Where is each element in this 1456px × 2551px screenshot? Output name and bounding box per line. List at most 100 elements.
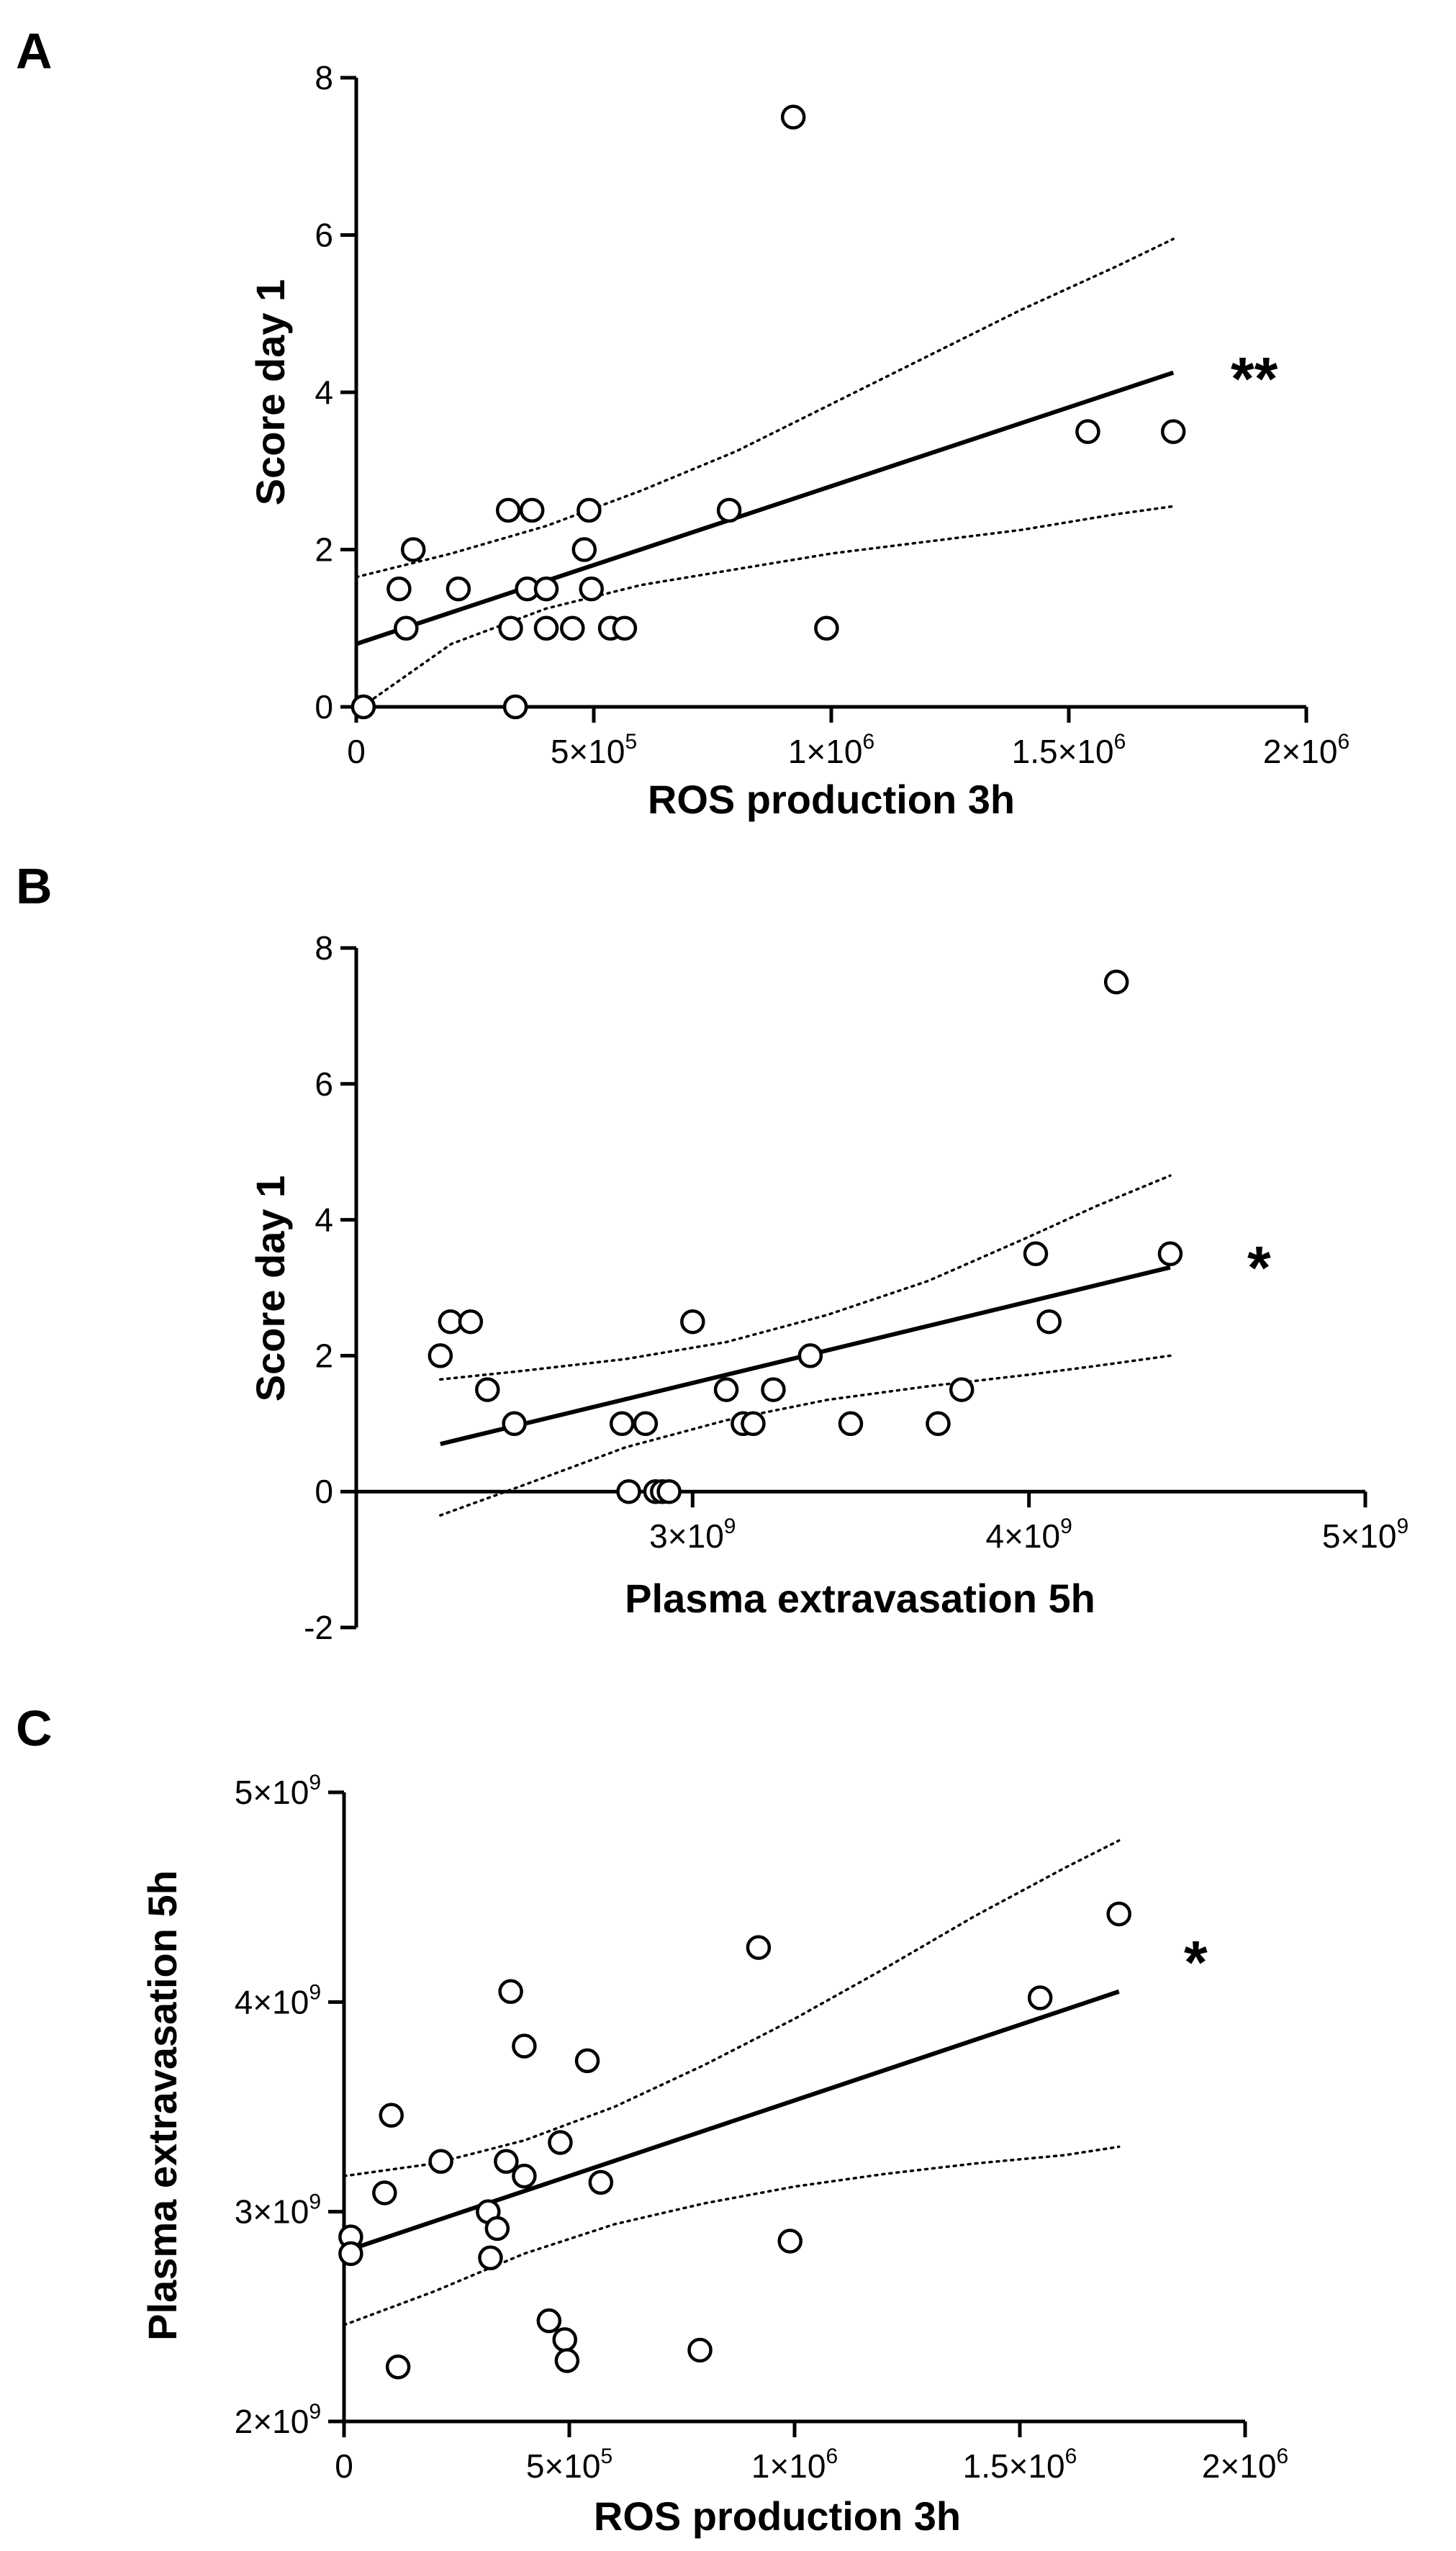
panel-b: B -2 0 2 4 6 8 3×109 4×109 5×109 Plasma extravasat… bbox=[16, 858, 1408, 1646]
ci-upper-curve bbox=[439, 1174, 1172, 1381]
y-tick-label: 4 bbox=[315, 1201, 333, 1239]
data-point bbox=[1023, 1241, 1049, 1267]
data-point bbox=[502, 694, 528, 720]
x-tick-label: 0 bbox=[347, 733, 366, 770]
data-point bbox=[338, 2241, 363, 2267]
data-point bbox=[609, 1411, 635, 1437]
panel-letter: B bbox=[16, 858, 53, 914]
data-point bbox=[777, 2229, 802, 2254]
data-point bbox=[428, 1343, 453, 1368]
x-tick-label: 5×109 bbox=[1322, 1514, 1408, 1555]
x-tick-label: 1.5×106 bbox=[963, 2444, 1077, 2485]
panel-a: A 0 2 4 6 8 0 5×105 1×106 1.5×106 2×106 ROS product… bbox=[16, 23, 1349, 822]
data-point bbox=[495, 497, 521, 523]
data-point bbox=[761, 1377, 786, 1402]
x-axis-title: ROS production 3h bbox=[648, 777, 1015, 822]
x-tick-label: 5×105 bbox=[551, 730, 637, 770]
y-tick-label: 8 bbox=[315, 929, 333, 967]
data-point bbox=[713, 1377, 739, 1402]
data-point bbox=[512, 2033, 537, 2059]
data-point bbox=[680, 1309, 705, 1335]
data-point bbox=[458, 1309, 484, 1335]
data-point bbox=[438, 1309, 464, 1335]
data-point bbox=[536, 2308, 562, 2334]
data-point bbox=[494, 2149, 519, 2174]
ci-lower-curve bbox=[439, 1354, 1172, 1517]
panel-c: C 2×109 3×109 4×109 5×109 0 5×105 1×106 1.5×106 2… bbox=[16, 1700, 1288, 2539]
data-point bbox=[512, 2163, 537, 2189]
x-tick-label: 1×106 bbox=[751, 2444, 838, 2485]
panel-letter: A bbox=[16, 23, 53, 79]
data-point bbox=[579, 576, 604, 602]
x-tick-label: 3×109 bbox=[649, 1514, 736, 1555]
x-tick-label: 1.5×106 bbox=[1012, 730, 1126, 770]
data-point bbox=[1036, 1309, 1062, 1335]
significance-marker: * bbox=[1184, 1928, 1208, 1996]
ci-upper-curve bbox=[355, 238, 1175, 579]
panel-letter: C bbox=[16, 1700, 53, 1756]
data-point bbox=[1075, 419, 1100, 444]
data-point bbox=[385, 2354, 411, 2380]
y-axis-title: Score day 1 bbox=[248, 279, 293, 505]
data-point bbox=[746, 1935, 772, 1960]
ci-lower-curve bbox=[355, 505, 1175, 713]
data-point bbox=[548, 2130, 573, 2155]
data-point bbox=[716, 497, 742, 523]
data-point bbox=[687, 2337, 713, 2363]
data-point bbox=[1157, 1241, 1183, 1267]
regression-line bbox=[356, 370, 1175, 646]
data-point bbox=[498, 615, 523, 641]
x-tick-label: 5×105 bbox=[526, 2444, 612, 2485]
ci-lower-curve bbox=[343, 2145, 1121, 2326]
data-point bbox=[797, 1343, 823, 1368]
data-point bbox=[554, 2348, 580, 2373]
regression-line bbox=[343, 1989, 1120, 2254]
y-tick-label: 4×109 bbox=[235, 1980, 321, 2021]
data-point bbox=[741, 1411, 766, 1437]
y-tick-label: 2×109 bbox=[235, 2400, 321, 2440]
data-point bbox=[533, 576, 559, 602]
data-point bbox=[386, 576, 412, 602]
data-point bbox=[372, 2180, 397, 2205]
y-tick-label: 0 bbox=[315, 1473, 333, 1510]
y-tick-label: 6 bbox=[315, 1065, 333, 1103]
x-axis-title: ROS production 3h bbox=[594, 2493, 961, 2539]
x-axis-title: Plasma extravasation 5h bbox=[625, 1576, 1095, 1621]
data-point bbox=[519, 497, 545, 523]
data-point bbox=[394, 615, 419, 641]
data-point bbox=[533, 615, 559, 641]
data-point bbox=[926, 1411, 951, 1437]
x-tick-label: 4×109 bbox=[986, 1514, 1072, 1555]
data-point bbox=[949, 1377, 975, 1402]
x-tick-label: 0 bbox=[335, 2447, 353, 2485]
data-point bbox=[1106, 1901, 1131, 1927]
data-point bbox=[400, 537, 426, 562]
data-point bbox=[379, 2103, 404, 2128]
y-tick-label: 5×109 bbox=[235, 1771, 321, 1811]
y-tick-label: 2 bbox=[315, 1337, 333, 1374]
data-point bbox=[446, 576, 471, 602]
data-point bbox=[1027, 1985, 1053, 2010]
data-point bbox=[1160, 419, 1186, 444]
data-point bbox=[428, 2149, 453, 2174]
y-axis-title: Plasma extravasation 5h bbox=[140, 1870, 185, 2341]
x-tick-label: 2×106 bbox=[1202, 2444, 1288, 2485]
data-point bbox=[780, 104, 806, 130]
data-point bbox=[588, 2170, 614, 2195]
data-point bbox=[574, 2048, 600, 2074]
y-tick-label: 3×109 bbox=[235, 2190, 321, 2231]
data-point bbox=[475, 1377, 500, 1402]
data-point bbox=[502, 1411, 527, 1437]
data-point bbox=[351, 694, 376, 720]
data-point bbox=[838, 1411, 864, 1437]
data-point bbox=[478, 2245, 503, 2271]
data-point bbox=[612, 615, 638, 641]
data-point bbox=[1103, 969, 1129, 995]
ci-upper-curve bbox=[343, 1839, 1121, 2177]
data-point bbox=[633, 1411, 659, 1437]
y-tick-label: 8 bbox=[315, 59, 333, 96]
y-axis-title: Score day 1 bbox=[248, 1175, 293, 1401]
data-point bbox=[616, 1478, 641, 1504]
data-point bbox=[576, 497, 602, 523]
